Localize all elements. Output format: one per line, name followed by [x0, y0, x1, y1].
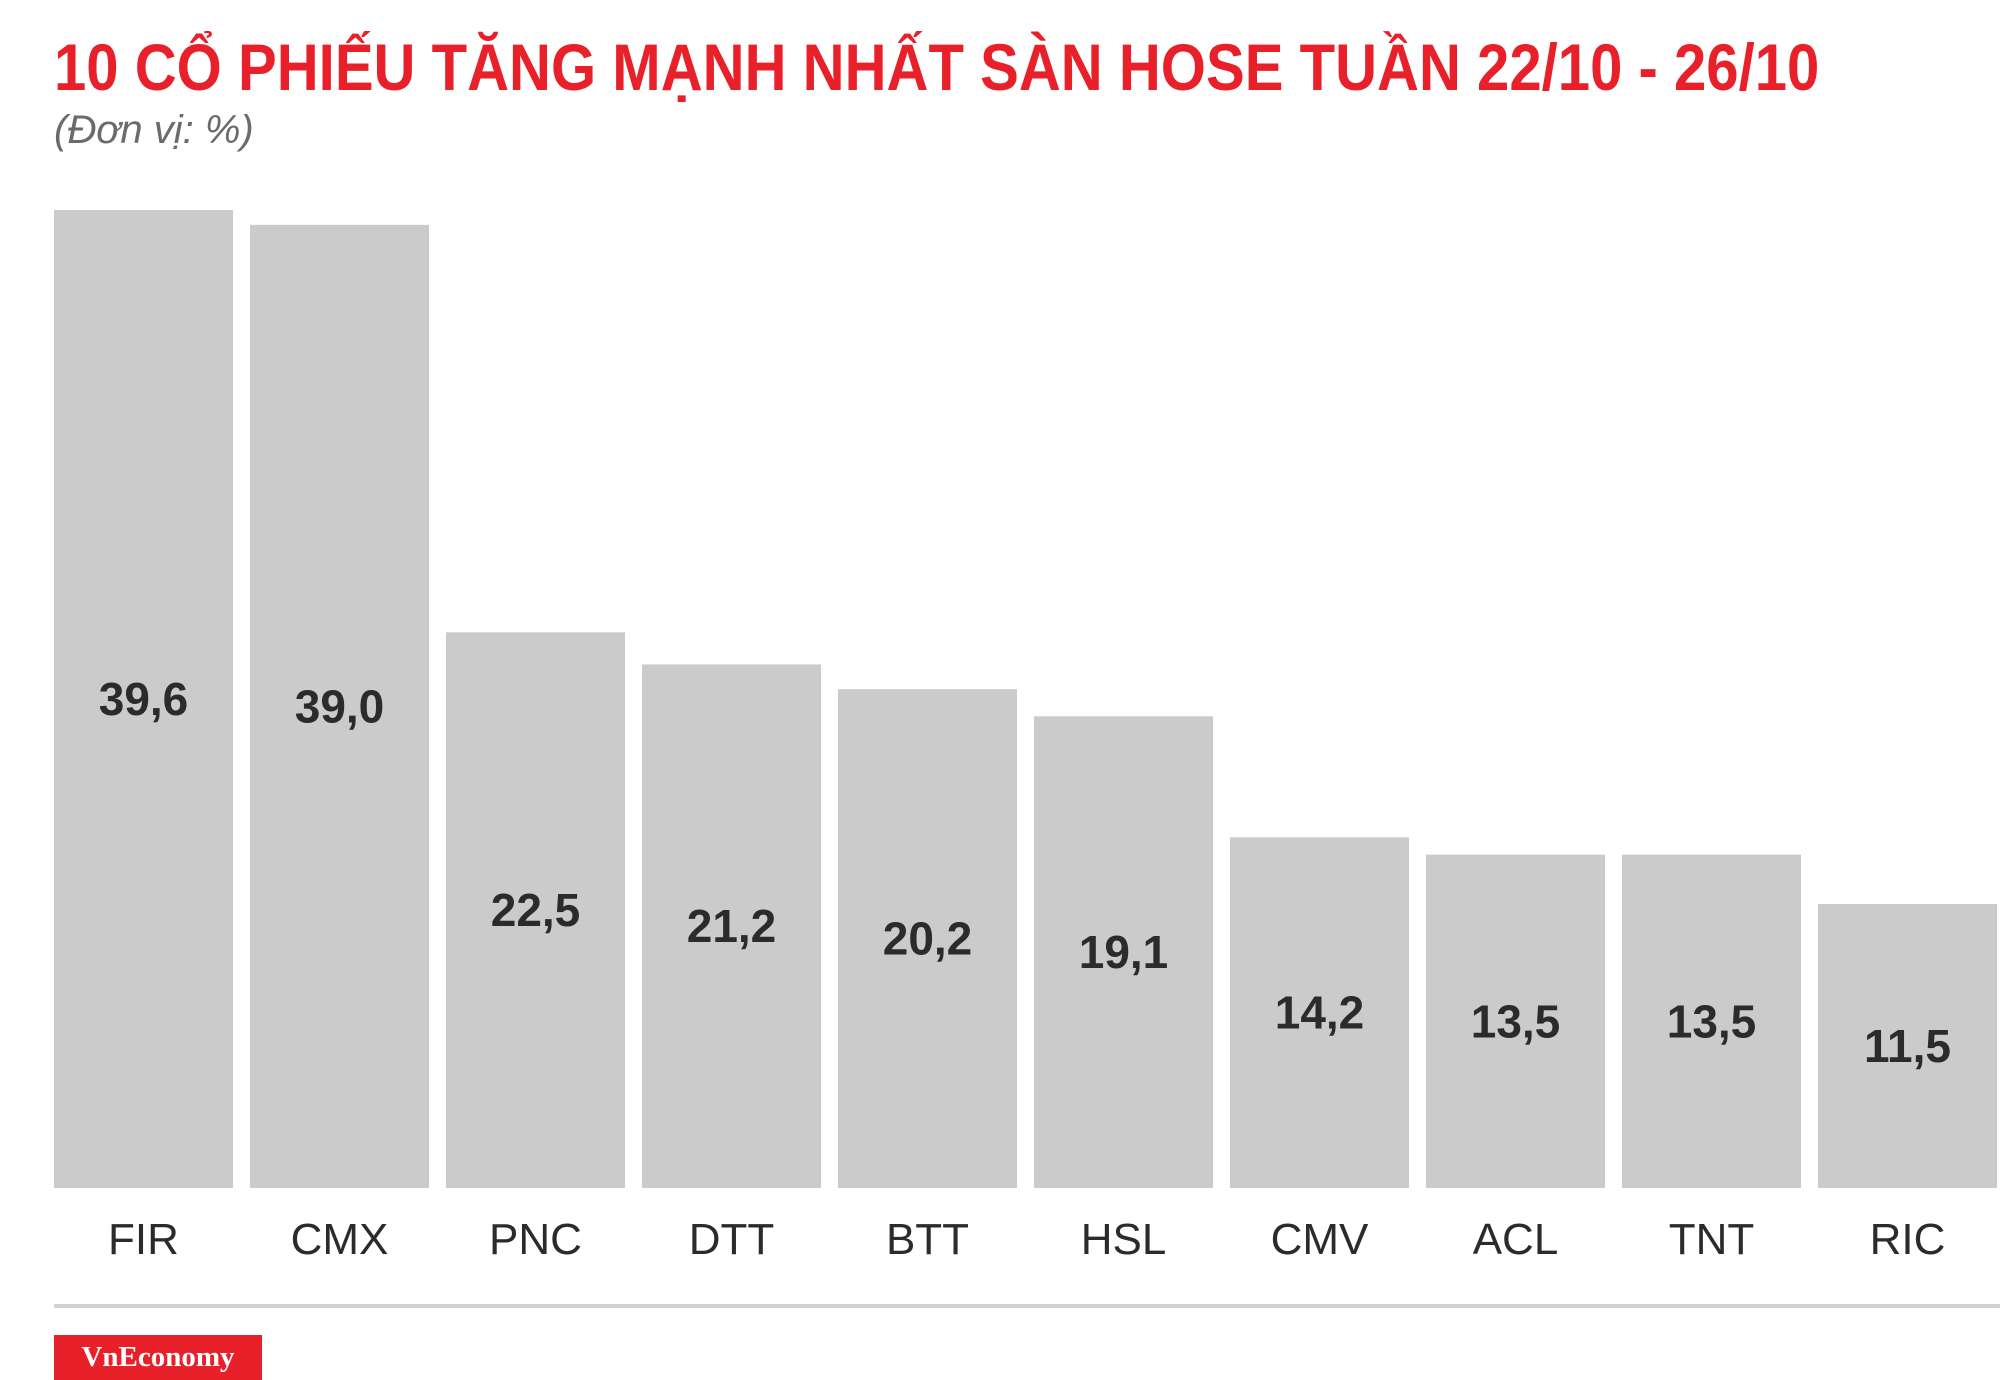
value-label-cmv: 14,2 — [1275, 987, 1365, 1039]
category-label-fir: FIR — [108, 1215, 179, 1264]
category-label-acl: ACL — [1473, 1215, 1559, 1264]
bar-acl — [1426, 854, 1605, 1188]
category-label-cmx: CMX — [291, 1215, 389, 1264]
bar-ric — [1818, 903, 1997, 1188]
value-label-pnc: 22,5 — [491, 884, 581, 936]
category-label-cmv: CMV — [1271, 1215, 1369, 1264]
chart-subtitle: (Đơn vị: %) — [54, 108, 254, 152]
value-label-btt: 20,2 — [883, 913, 973, 965]
category-label-btt: BTT — [886, 1215, 969, 1264]
value-label-acl: 13,5 — [1471, 995, 1561, 1047]
bar-chart: 39,6 FIR 39,0 CMX 22,5 PNC 21,2 DTT 20,2 BTT 19,1 H… — [54, 210, 1997, 1264]
category-label-hsl: HSL — [1081, 1215, 1167, 1264]
value-label-cmx: 39,0 — [295, 680, 385, 732]
bar-hsl — [1034, 716, 1213, 1188]
category-label-dtt: DTT — [689, 1215, 775, 1264]
footer-divider — [54, 1304, 2000, 1308]
value-label-fir: 39,6 — [99, 673, 189, 725]
bar-dtt — [642, 664, 821, 1188]
value-label-hsl: 19,1 — [1079, 926, 1169, 978]
category-label-ric: RIC — [1870, 1215, 1946, 1264]
bar-fir — [54, 210, 233, 1188]
category-label-pnc: PNC — [489, 1215, 582, 1264]
bar-cmx — [250, 224, 429, 1188]
category-label-tnt: TNT — [1669, 1215, 1755, 1264]
bar-pnc — [446, 632, 625, 1188]
brand-logo: VnEconomy — [54, 1335, 262, 1380]
bar-tnt — [1622, 854, 1801, 1188]
chart-title: 10 CỔ PHIẾU TĂNG MẠNH NHẤT SÀN HOSE TUẦN… — [54, 30, 1820, 104]
value-label-tnt: 13,5 — [1667, 995, 1757, 1047]
value-label-ric: 11,5 — [1864, 1020, 1951, 1072]
bar-btt — [838, 689, 1017, 1188]
value-label-dtt: 21,2 — [687, 900, 777, 952]
bar-cmv — [1230, 837, 1409, 1188]
